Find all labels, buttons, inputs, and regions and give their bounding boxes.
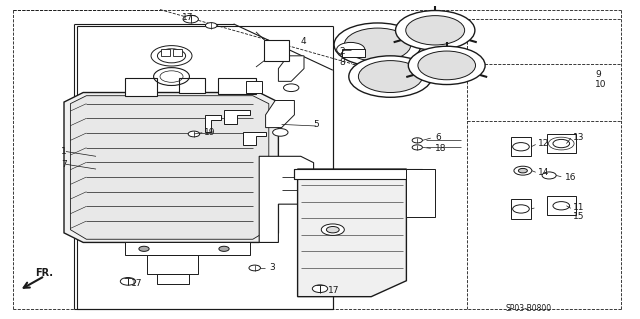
Text: 9: 9 [595,70,601,79]
Text: 14: 14 [538,168,549,177]
Circle shape [553,202,570,210]
Circle shape [120,278,136,285]
Circle shape [418,51,476,80]
Text: 4: 4 [301,37,307,46]
Polygon shape [511,199,531,219]
Polygon shape [205,115,221,132]
Circle shape [408,46,485,85]
Circle shape [219,246,229,251]
Text: 7: 7 [61,160,67,169]
Circle shape [273,129,288,136]
Polygon shape [243,132,266,145]
Circle shape [396,11,475,50]
Text: 17: 17 [131,279,143,288]
Circle shape [412,145,422,150]
Text: 5: 5 [314,120,319,129]
Circle shape [513,143,529,151]
Polygon shape [342,49,365,57]
Polygon shape [259,156,314,242]
Polygon shape [406,169,435,217]
Text: SP03-B0800: SP03-B0800 [506,304,552,313]
Circle shape [412,138,422,143]
Circle shape [284,84,299,92]
Circle shape [326,226,339,233]
Polygon shape [125,242,250,255]
Polygon shape [278,56,304,81]
Text: 1: 1 [61,147,67,156]
Polygon shape [511,137,531,156]
Circle shape [358,61,422,93]
Text: 3: 3 [269,263,275,272]
Polygon shape [224,110,250,124]
Circle shape [249,265,260,271]
Circle shape [183,15,198,23]
Text: 10: 10 [595,80,607,89]
Text: 17: 17 [182,13,194,22]
Polygon shape [298,169,406,297]
Polygon shape [294,169,422,179]
Circle shape [139,246,149,251]
Polygon shape [547,196,576,215]
Bar [246,81,262,93]
Bar [179,78,205,93]
Text: 16: 16 [564,173,576,182]
Bar [161,49,170,56]
Text: 8: 8 [339,58,345,67]
Circle shape [337,42,365,56]
Circle shape [406,16,465,45]
Text: 6: 6 [435,133,441,142]
Circle shape [518,168,527,173]
Polygon shape [266,100,294,128]
Circle shape [334,23,421,66]
Text: 19: 19 [204,128,215,137]
Text: 2: 2 [339,47,345,56]
Text: 12: 12 [538,139,549,148]
Text: FR.: FR. [35,268,53,278]
Circle shape [513,205,529,213]
Text: 11: 11 [573,203,584,212]
Polygon shape [547,134,576,153]
Text: 17: 17 [328,286,339,295]
Bar [264,40,289,61]
Polygon shape [157,274,189,284]
Text: 18: 18 [435,144,447,153]
Bar [173,49,182,56]
Polygon shape [70,96,269,239]
Polygon shape [147,255,198,274]
Circle shape [312,285,328,293]
Circle shape [553,139,570,148]
Polygon shape [64,93,278,242]
Circle shape [321,224,344,235]
Circle shape [344,28,411,61]
Text: 13: 13 [573,133,584,142]
Circle shape [349,56,432,97]
Bar [125,78,157,96]
Circle shape [188,131,200,137]
Bar [218,78,256,94]
Circle shape [205,23,217,28]
Text: 15: 15 [573,212,584,221]
